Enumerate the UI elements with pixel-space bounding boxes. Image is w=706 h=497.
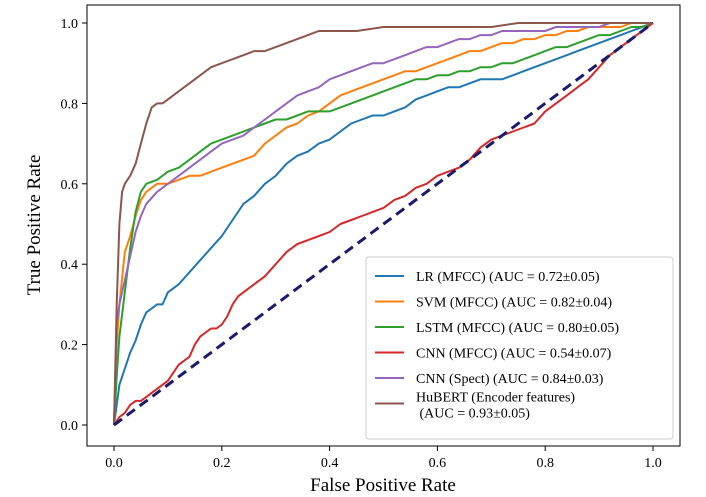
- axis-ticks: 0.0 0.2 0.4 0.6 0.8 1.0 0.0 0.2 0.4 0.6 0.8 1.0: [61, 17, 662, 471]
- legend-label: SVM (MFCC) (AUC = 0.82±0.04): [416, 296, 612, 311]
- x-tick-label: 0.6: [429, 456, 447, 471]
- x-tick-label: 0.0: [105, 456, 123, 471]
- legend-label: HuBERT (Encoder features) (AUC = 0.93±0.…: [416, 391, 575, 422]
- x-tick-label: 0.8: [536, 456, 554, 471]
- series-layer: [113, 21, 654, 427]
- roc-curve-3: [113, 22, 654, 426]
- y-tick-label: 1.0: [61, 17, 79, 32]
- roc-curve-0: [113, 22, 654, 426]
- chance-line: [113, 21, 654, 427]
- legend-box: [365, 256, 674, 440]
- x-tick-label: 0.2: [213, 456, 231, 471]
- x-tick-label: 0.4: [321, 456, 339, 471]
- roc-curve-5: [113, 22, 653, 426]
- y-tick-label: 0.4: [61, 258, 79, 273]
- x-tick-label: 1.0: [644, 456, 662, 471]
- y-axis-title: True Positive Rate: [24, 155, 45, 296]
- roc-curve-4: [113, 22, 653, 426]
- roc-curve-2: [113, 22, 654, 426]
- x-axis-title: False Positive Rate: [310, 475, 456, 496]
- y-tick-label: 0.2: [61, 339, 79, 354]
- axes-frame: [86, 4, 681, 447]
- legend-label: LR (MFCC) (AUC = 0.72±0.05): [416, 270, 600, 285]
- y-tick-label: 0.0: [61, 419, 79, 434]
- roc-curve-1: [113, 22, 653, 426]
- y-tick-label: 0.8: [61, 97, 79, 112]
- plot-frame: [86, 4, 681, 447]
- legend-label: CNN (MFCC) (AUC = 0.54±0.07): [416, 347, 612, 362]
- legend-label: LSTM (MFCC) (AUC = 0.80±0.05): [416, 321, 619, 336]
- legend-label: CNN (Spect) (AUC = 0.84±0.03): [416, 372, 604, 387]
- legend: LR (MFCC) (AUC = 0.72±0.05) SVM (MFCC) (A…: [365, 256, 674, 440]
- y-tick-label: 0.6: [61, 178, 79, 193]
